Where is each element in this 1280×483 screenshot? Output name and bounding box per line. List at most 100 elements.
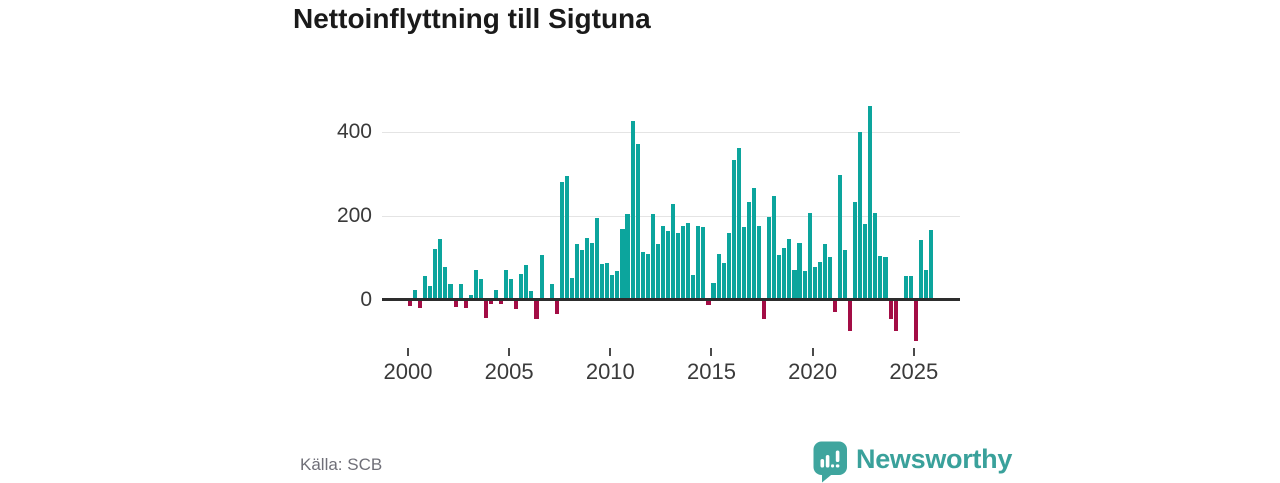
bar-2021-Q1 <box>832 301 837 312</box>
bar-2014-Q1 <box>691 274 696 300</box>
bar-2013-Q4 <box>686 223 691 300</box>
bar-2021-Q2 <box>837 174 843 300</box>
y-axis-label-200: 200 <box>336 203 372 227</box>
x-tick-2015 <box>710 348 713 356</box>
bar-2011-Q3 <box>640 252 645 300</box>
bar-2022-Q4 <box>868 106 873 300</box>
bar-2016-Q2 <box>736 148 741 300</box>
bar-2015-Q4 <box>726 232 731 300</box>
bar-2012-Q3 <box>660 225 665 300</box>
bar-2003-Q1 <box>468 295 473 300</box>
bar-2010-Q4 <box>625 214 630 300</box>
bar-2004-Q1 <box>488 301 494 305</box>
bar-2011-Q4 <box>645 253 650 300</box>
bar-2017-Q3 <box>762 301 767 319</box>
bar-2023-Q2 <box>878 256 883 300</box>
bar-2018-Q1 <box>772 196 777 300</box>
bar-2021-Q4 <box>848 301 853 331</box>
bar-2010-Q3 <box>620 228 625 300</box>
bar-2025-Q3 <box>923 269 928 300</box>
x-axis-label-2015: 2015 <box>686 359 736 384</box>
bar-2010-Q1 <box>610 274 615 300</box>
bar-2000-Q3 <box>418 301 423 309</box>
bar-2025-Q4 <box>928 230 934 300</box>
bar-2014-Q4 <box>706 301 711 306</box>
bar-2016-Q1 <box>731 159 736 300</box>
bar-2010-Q2 <box>615 271 620 300</box>
bar-2008-Q1 <box>569 277 574 300</box>
x-tick-2010 <box>609 348 612 356</box>
bar-2024-Q4 <box>908 276 913 300</box>
x-axis-label-2005: 2005 <box>484 359 534 384</box>
x-tick-2005 <box>508 348 511 356</box>
x-axis-label-2020: 2020 <box>788 359 838 384</box>
bar-2020-Q2 <box>817 262 822 300</box>
bar-2020-Q3 <box>822 243 827 300</box>
bar-2002-Q1 <box>448 284 453 300</box>
bar-2017-Q4 <box>767 217 772 300</box>
bar-2004-Q2 <box>493 290 499 300</box>
bar-2000-Q2 <box>413 289 418 300</box>
y-axis-label-0: 0 <box>360 287 372 311</box>
bar-2000-Q1 <box>408 301 413 306</box>
bar-2025-Q2 <box>918 240 923 300</box>
bar-2020-Q4 <box>827 257 832 300</box>
bar-2003-Q4 <box>483 301 488 318</box>
bar-2016-Q3 <box>741 227 746 300</box>
brand-wordmark: Newsworthy <box>856 444 1013 474</box>
bar-2008-Q4 <box>585 237 590 300</box>
bar-2009-Q1 <box>590 242 595 300</box>
bar-2009-Q3 <box>600 263 605 300</box>
bar-2018-Q3 <box>782 247 787 300</box>
bar-2023-Q4 <box>888 301 893 319</box>
x-tick-2025 <box>912 348 915 356</box>
bar-2006-Q3 <box>539 254 544 300</box>
bar-2023-Q1 <box>873 212 878 300</box>
bar-2012-Q1 <box>650 214 655 300</box>
x-tick-2020 <box>811 348 814 356</box>
bar-2005-Q3 <box>519 274 524 300</box>
bar-2005-Q2 <box>514 301 519 310</box>
bar-2015-Q1 <box>711 282 716 300</box>
bar-2013-Q2 <box>676 233 681 300</box>
bar-2004-Q4 <box>504 269 509 300</box>
bar-2012-Q2 <box>655 244 660 300</box>
chart-title: Nettoinflyttning till Sigtuna <box>293 3 651 34</box>
bar-2005-Q1 <box>509 278 514 300</box>
bar-2001-Q1 <box>428 285 433 300</box>
bar-2013-Q1 <box>671 203 676 300</box>
bar-2019-Q3 <box>802 270 807 300</box>
bar-2003-Q2 <box>473 269 478 300</box>
y-axis-label-400: 400 <box>336 119 372 143</box>
bar-2018-Q2 <box>777 255 782 300</box>
bar-2022-Q2 <box>858 131 863 300</box>
bar-2002-Q4 <box>463 301 468 309</box>
bar-2025-Q1 <box>913 301 918 341</box>
bar-2018-Q4 <box>787 239 792 300</box>
bar-2017-Q1 <box>751 187 757 300</box>
bar-2007-Q4 <box>564 175 569 300</box>
x-axis-line <box>382 298 960 301</box>
bar-2003-Q3 <box>478 279 483 300</box>
bar-2019-Q2 <box>797 242 802 300</box>
bar-2016-Q4 <box>746 202 751 300</box>
source-note: Källa: SCB <box>300 455 383 474</box>
newsworthy-pin-icon <box>813 441 847 483</box>
gridline-200 <box>382 215 960 217</box>
bar-2011-Q1 <box>630 120 635 300</box>
bar-2009-Q2 <box>595 217 600 300</box>
bar-2019-Q4 <box>807 212 812 300</box>
bar-2002-Q3 <box>458 283 463 300</box>
bar-2019-Q1 <box>792 269 797 300</box>
bar-2007-Q3 <box>559 181 564 300</box>
bar-2023-Q3 <box>883 257 888 300</box>
bar-2008-Q3 <box>579 249 585 300</box>
bar-2017-Q2 <box>757 226 762 300</box>
bar-2022-Q1 <box>853 202 858 300</box>
x-axis-label-2010: 2010 <box>585 359 635 384</box>
bar-2007-Q1 <box>549 283 554 300</box>
bar-2022-Q3 <box>863 223 868 300</box>
bar-2005-Q4 <box>524 264 529 300</box>
bar-2013-Q3 <box>681 226 686 300</box>
brand-logo: Newsworthy <box>813 441 1012 483</box>
